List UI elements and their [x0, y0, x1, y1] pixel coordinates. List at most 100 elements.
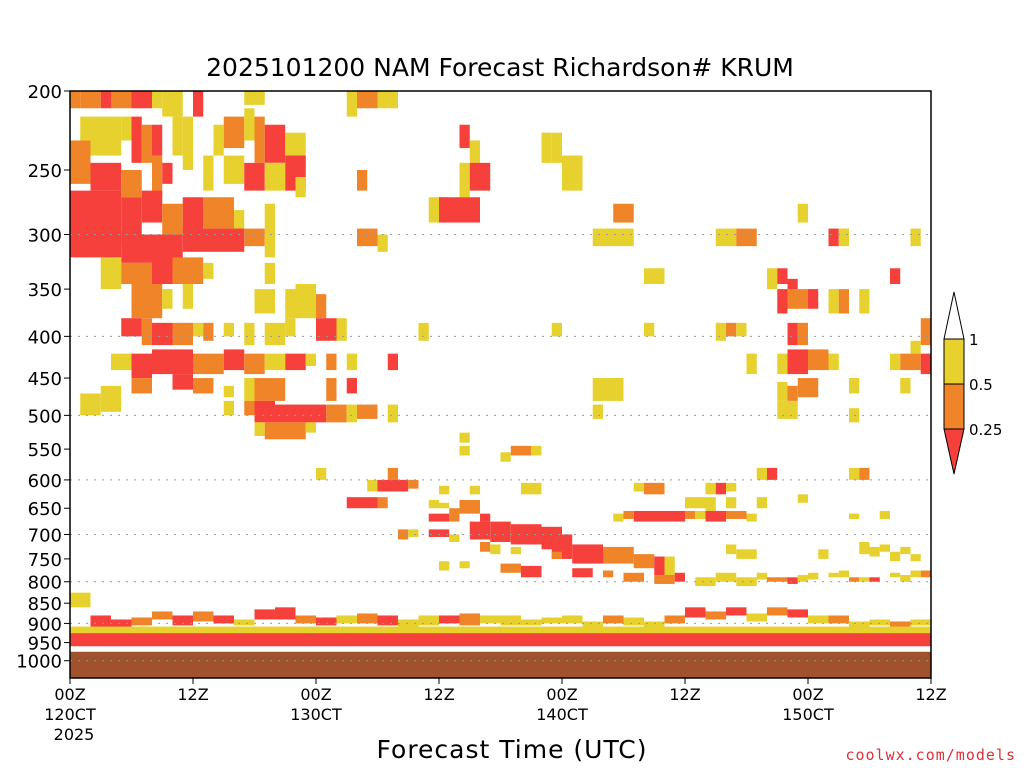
heatmap-cell [70, 140, 91, 184]
heatmap-cell [736, 577, 757, 587]
heatmap-cell [910, 228, 921, 247]
heatmap-cell [459, 613, 480, 626]
heatmap-cell [182, 197, 204, 235]
heatmap-cell [664, 615, 685, 624]
heatmap-cell [685, 607, 706, 618]
x-tick-label: 130CT [290, 705, 342, 724]
heatmap-cell [879, 544, 890, 552]
heatmap-cell [152, 155, 163, 198]
chart-title: 2025101200 NAM Forecast Richardson# KRUM [206, 53, 794, 82]
heatmap-cell [357, 91, 378, 109]
heatmap-cell [849, 378, 860, 394]
heatmap-cell [890, 621, 911, 628]
heatmap-cell [859, 577, 870, 582]
heatmap-cell [336, 615, 357, 624]
heatmap-cell [603, 546, 634, 564]
plot-frame [69, 90, 932, 679]
heatmap-cell [305, 353, 316, 367]
x-tick-label: 2025 [54, 725, 95, 744]
heatmap-cell [326, 404, 347, 423]
heatmap-cell [254, 378, 286, 401]
heatmap-cell [285, 289, 296, 319]
heatmap-cell [726, 510, 747, 519]
y-tick-label: 750 [28, 550, 62, 571]
heatmap-cell [80, 393, 101, 416]
heatmap-cell [459, 445, 470, 456]
y-tick-label: 400 [28, 327, 62, 348]
heatmap-cell [439, 561, 450, 571]
heatmap-cell [541, 132, 552, 163]
heatmap-cell [664, 556, 675, 578]
heatmap-cell [500, 615, 521, 626]
heatmap-cell [377, 615, 398, 626]
heatmap-cell [70, 626, 931, 634]
heatmap-cell [787, 322, 798, 346]
x-tick-label: 120CT [44, 705, 96, 724]
heatmap-cell [644, 482, 665, 495]
x-tick-label: 150CT [782, 705, 834, 724]
heatmap-cell [418, 322, 429, 341]
heatmap-cell [808, 349, 829, 371]
heatmap-cell [131, 116, 142, 163]
heatmap-cell [285, 132, 306, 163]
heatmap-cell [469, 521, 491, 540]
heatmap-cell [654, 556, 665, 576]
heatmap-cell [264, 322, 286, 346]
heatmap-cell [193, 611, 214, 622]
heatmap-cell [623, 617, 644, 626]
heatmap-cell [377, 479, 409, 492]
heatmap-cell [510, 546, 521, 555]
heatmap-cell [121, 169, 142, 198]
heatmap-cell [398, 529, 409, 540]
heatmap-cell [203, 155, 214, 191]
heatmap-cell [849, 577, 860, 582]
heatmap-cell [838, 289, 849, 314]
heatmap-cell [182, 116, 193, 170]
heatmap-cell [592, 228, 634, 247]
heatmap-cell [377, 234, 388, 252]
heatmap-cell [213, 228, 245, 252]
heatmap-cell [439, 502, 450, 509]
y-tick-label: 300 [28, 226, 62, 247]
x-tick-label: 12Z [915, 685, 946, 704]
heatmap-cell [316, 318, 337, 341]
heatmap-cell [562, 155, 583, 191]
heatmap-cell [603, 615, 624, 624]
heatmap-cell [808, 615, 829, 624]
heatmap-cell [449, 534, 460, 542]
heatmap-cell [715, 228, 737, 247]
heatmap-cell [469, 162, 491, 191]
x-tick-label: 140CT [536, 705, 588, 724]
heatmap-cell [152, 257, 173, 285]
heatmap-cell [582, 621, 603, 628]
heatmap-cell [828, 572, 839, 578]
colorbar-label: 0.5 [969, 376, 993, 394]
heatmap-cell [121, 197, 142, 235]
heatmap-cell [141, 124, 152, 163]
heatmap-cell [172, 374, 193, 390]
heatmap-cell [500, 452, 511, 462]
heatmap-cell [285, 318, 296, 337]
y-tick-label: 450 [28, 369, 62, 390]
heatmap-cell [398, 619, 419, 628]
heatmap-cell [346, 404, 357, 423]
heatmap-cell [736, 549, 757, 559]
heatmap-cell [787, 289, 808, 309]
x-tick-label: 12Z [177, 685, 208, 704]
heatmap-cell [777, 289, 788, 314]
colorbar-bin [943, 428, 965, 475]
y-tick-label: 950 [28, 634, 62, 655]
heatmap-cell [264, 353, 286, 371]
heatmap-cell [193, 322, 204, 337]
heatmap-cell [633, 482, 644, 492]
heatmap-cell [275, 607, 296, 620]
heatmap-cell [418, 615, 439, 626]
heatmap-cell [715, 572, 737, 582]
heatmap-cell [346, 91, 357, 117]
heatmap-cell [726, 322, 737, 337]
heatmap-cell [900, 546, 911, 555]
y-tick-label: 850 [28, 594, 62, 615]
heatmap-cell [223, 385, 234, 398]
y-tick-label: 500 [28, 406, 62, 427]
